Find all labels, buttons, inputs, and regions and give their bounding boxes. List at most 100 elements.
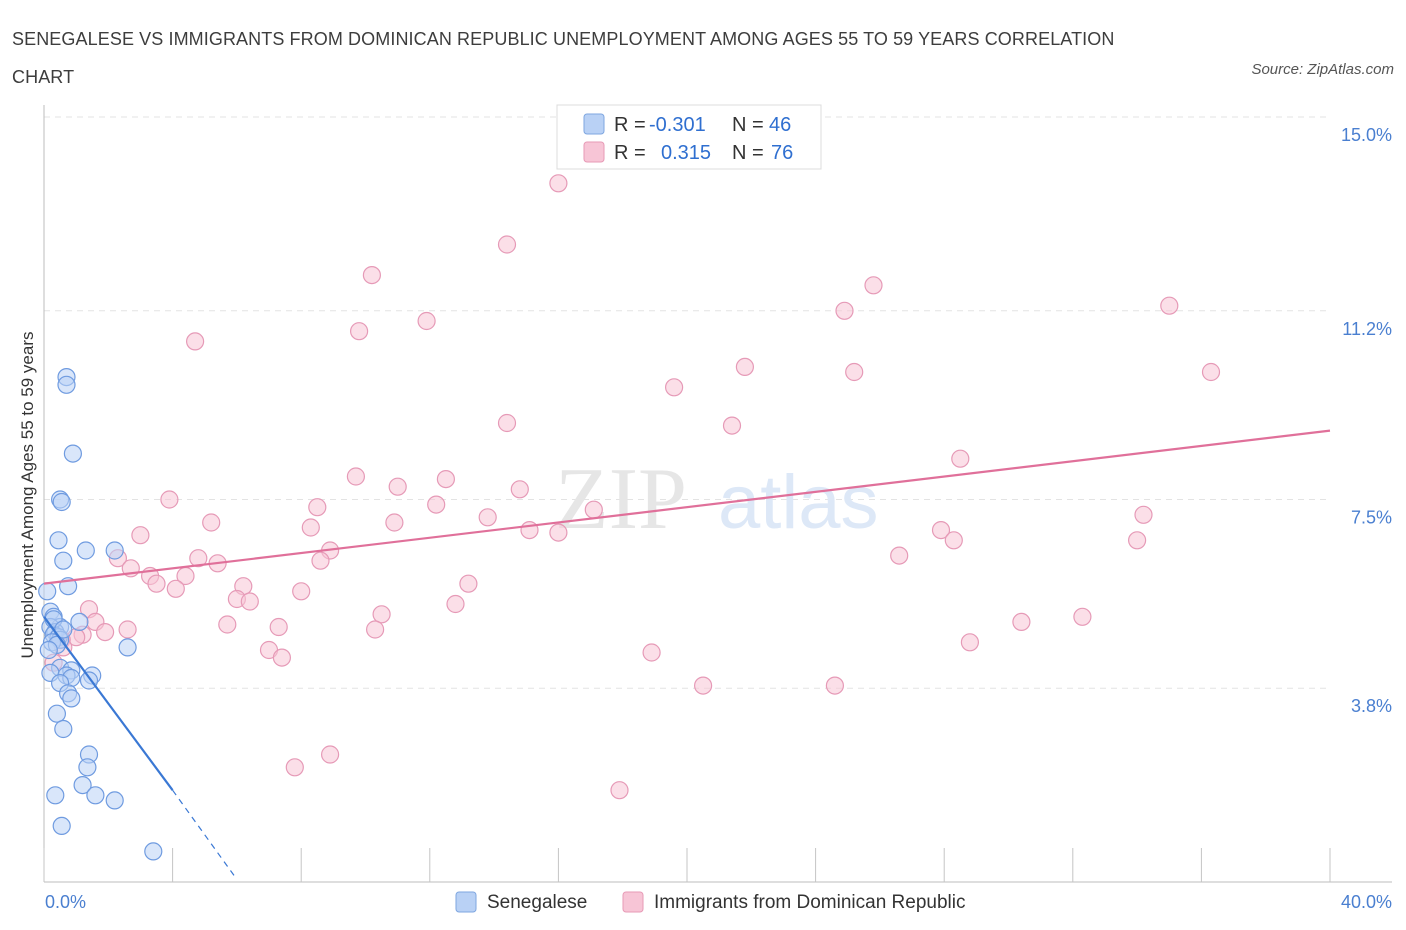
senegalese-point-4 [52, 492, 71, 512]
dominican-point-7 [350, 322, 369, 341]
dominican-point-50 [240, 592, 259, 611]
dominican-point-8 [186, 332, 205, 351]
dominican-point-11 [1201, 362, 1221, 382]
dominican-point-44 [147, 574, 166, 593]
dominican-point-45 [459, 574, 478, 593]
dominican-point-73 [285, 758, 304, 777]
y-tick-label-2: 11.2% [1342, 319, 1392, 339]
watermark-zip: ZIP [555, 451, 687, 548]
senegalese-point-13 [70, 612, 89, 632]
dominican-point-17 [436, 470, 455, 489]
dominican-point-33 [1127, 531, 1147, 550]
senegalese-point-10 [38, 582, 57, 601]
dominican-point-15 [951, 449, 970, 468]
dominican-point-3 [864, 276, 883, 295]
senegalese-point-37 [78, 758, 97, 777]
dominican-point-70 [693, 676, 713, 695]
dominican-point-54 [1073, 607, 1092, 626]
legend-n-value-dominican: 76 [771, 142, 793, 164]
legend-swatch-senegalese [583, 113, 605, 135]
y-axis-title: Unemployment Among Ages 55 to 59 years [18, 332, 37, 659]
bottom-legend-swatch-dominican [622, 891, 644, 913]
legend-r-value-senegalese: -0.301 [649, 114, 706, 136]
senegalese-point-23 [39, 640, 58, 660]
senegalese-point-2 [63, 444, 83, 463]
dominican-point-36 [890, 546, 909, 565]
dominican-point-32 [944, 531, 963, 550]
legend-r-value-dominican: 0.315 [661, 142, 711, 164]
source-label: Source: ZipAtlas.com [1251, 61, 1394, 78]
dominican-point-20 [160, 490, 179, 509]
dominican-point-10 [845, 362, 864, 382]
senegalese-point-34 [47, 704, 67, 723]
watermark-atlas: atlas [718, 460, 879, 545]
dominican-point-5 [1160, 296, 1179, 315]
legend-n-value-senegalese: 46 [769, 114, 791, 136]
axes [43, 105, 1392, 883]
dominican-point-31 [549, 523, 568, 542]
dominican-point-26 [385, 513, 404, 532]
dominican-point-30 [131, 526, 150, 545]
dominican-point-25 [202, 513, 221, 532]
y-tick-label-3: 15.0% [1341, 125, 1392, 145]
y-tick-label-0: 3.8% [1351, 696, 1392, 716]
senegalese-point-6 [105, 541, 124, 560]
dominican-point-1 [497, 235, 517, 254]
dominican-point-0 [549, 174, 568, 193]
senegalese-point-39 [46, 786, 65, 805]
dominican-point-67 [642, 643, 661, 662]
bottom-legend: Senegalese Immigrants from Dominican Rep… [455, 891, 966, 913]
legend-r-label-dominican: R = [614, 142, 646, 164]
dominican-point-13 [497, 413, 517, 433]
senegalese-point-8 [54, 551, 73, 570]
senegalese-point-43 [144, 842, 163, 861]
y-tick-labels: 3.8% 7.5% 11.2% 15.0% [1341, 125, 1392, 716]
senegalese-point-42 [52, 816, 71, 836]
senegalese-point-33 [62, 689, 81, 708]
y-tick-label-1: 7.5% [1351, 508, 1392, 528]
dominican-trend-line [43, 429, 1331, 585]
dominican-point-16 [346, 467, 365, 486]
dominican-point-60 [366, 620, 385, 639]
dominican-point-27 [301, 518, 320, 537]
dominican-point-72 [321, 745, 340, 764]
dominican-point-65 [960, 633, 980, 652]
dominican-point-40 [311, 551, 330, 570]
senegalese-trend-extension [172, 789, 238, 880]
dominican-point-19 [510, 480, 529, 499]
dominican-point-53 [372, 605, 391, 624]
dominican-point-12 [664, 378, 684, 397]
senegalese-point-7 [76, 541, 95, 560]
dominican-point-47 [166, 579, 185, 598]
legend-n-label-dominican: N = [732, 142, 764, 164]
senegalese-point-40 [86, 786, 105, 805]
senegalese-point-1 [57, 375, 76, 394]
bottom-legend-swatch-senegalese [455, 891, 477, 913]
legend: R = -0.301 N = 46 R = 0.315 N = 76 [556, 104, 822, 170]
senegalese-point-22 [118, 638, 137, 657]
trend-lines [43, 429, 1331, 880]
dominican-point-48 [292, 582, 311, 601]
dominican-point-9 [735, 357, 755, 376]
dominican-point-29 [931, 520, 951, 540]
dominican-point-24 [478, 508, 497, 527]
dominican-point-23 [584, 500, 603, 519]
senegalese-point-38 [73, 775, 92, 795]
dominican-point-6 [417, 311, 436, 331]
dominican-point-59 [118, 620, 137, 639]
dominican-point-14 [722, 416, 742, 435]
dominican-point-37 [189, 549, 208, 568]
senegalese-point-45 [54, 620, 73, 639]
dominican-point-22 [308, 498, 327, 517]
dominican-point-34 [1134, 505, 1153, 524]
legend-r-label-senegalese: R = [614, 114, 646, 136]
dominican-point-55 [1012, 612, 1031, 632]
dominican-point-57 [218, 615, 237, 634]
watermark: ZIP atlas [555, 451, 879, 548]
dominican-point-21 [427, 495, 446, 514]
x-tick-label-min: 0.0% [45, 892, 86, 912]
legend-n-label-senegalese: N = [732, 114, 764, 136]
dominican-point-71 [825, 676, 845, 695]
dominican-point-61 [95, 622, 115, 642]
bottom-legend-label-senegalese: Senegalese [487, 892, 587, 913]
